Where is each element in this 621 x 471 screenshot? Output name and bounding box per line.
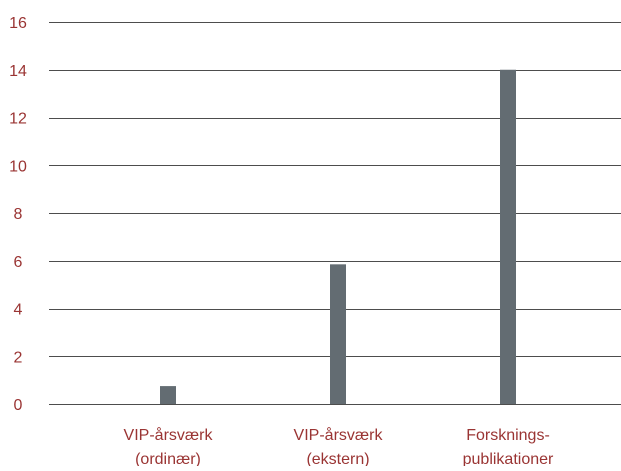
- x-category-label: VIP-årsværk: [124, 426, 214, 444]
- x-category-label: publikationer: [463, 451, 554, 466]
- bar-3: [500, 69, 516, 404]
- x-axis-category-labels: VIP-årsværk (ordinær) VIP-årsværk (ekstern)…: [124, 426, 554, 468]
- y-tick-label: 16: [9, 15, 27, 32]
- x-category-label: (ekstern): [306, 451, 369, 466]
- gridlines: [49, 22, 621, 405]
- bar-2: [330, 264, 346, 404]
- x-category-label: Forsknings-: [466, 427, 550, 444]
- y-tick-label: 12: [9, 111, 27, 128]
- y-tick-label: 0: [14, 397, 23, 414]
- y-tick-label: 4: [14, 302, 23, 319]
- x-category-label: (ordinær): [135, 451, 201, 466]
- y-tick-label: 6: [14, 254, 23, 271]
- bar-1: [160, 386, 176, 404]
- y-tick-label: 10: [9, 158, 27, 175]
- y-tick-label: 8: [14, 206, 23, 223]
- bars: [160, 69, 516, 404]
- y-tick-label: 14: [9, 63, 27, 80]
- y-tick-label: 2: [14, 349, 23, 366]
- x-category-label: VIP-årsværk: [294, 426, 384, 444]
- y-axis-tick-labels: 0 2 4 6 8 10 12 14 16: [9, 15, 27, 414]
